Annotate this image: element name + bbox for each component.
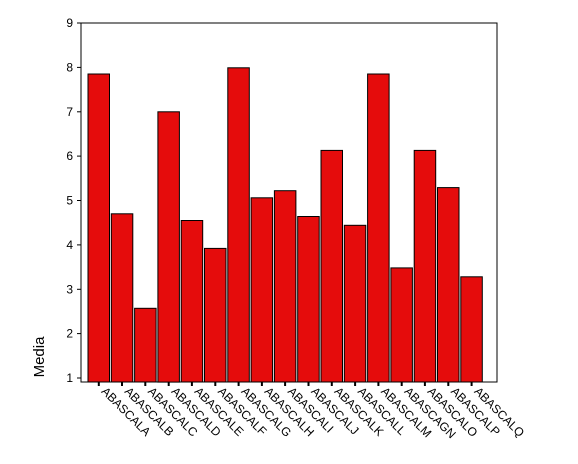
- bar: [413, 149, 437, 383]
- y-tick-label: 9: [66, 16, 73, 30]
- bar: [273, 190, 297, 383]
- y-tick-label: 2: [66, 327, 73, 341]
- bar: [390, 267, 413, 383]
- bar: [367, 73, 390, 383]
- bar: [460, 276, 483, 383]
- y-tick-label: 8: [66, 60, 73, 74]
- y-tick-label: 1: [66, 371, 73, 385]
- y-axis: 1 2 3 4 5 6 7 8 9: [66, 16, 81, 385]
- y-tick-label: 6: [66, 149, 73, 163]
- bar: [227, 67, 250, 383]
- bar: [204, 247, 227, 383]
- y-tick-label: 4: [66, 238, 73, 252]
- bar: [343, 224, 367, 383]
- bar: [437, 187, 460, 383]
- bar: [297, 216, 320, 383]
- bar: [134, 307, 157, 383]
- bars: [87, 67, 483, 383]
- bar: [110, 213, 134, 383]
- y-tick-label: 3: [66, 282, 73, 296]
- y-tick-label: 7: [66, 105, 73, 119]
- bar: [87, 73, 110, 383]
- bar: [250, 197, 274, 383]
- x-axis: ABASCALAABASCALBABASCALCABASCALDABASCALE…: [97, 382, 527, 441]
- bar: [320, 149, 343, 383]
- y-tick-label: 5: [66, 194, 73, 208]
- bar: [157, 111, 180, 383]
- y-axis-title: Media: [31, 336, 48, 378]
- bar: [180, 220, 204, 383]
